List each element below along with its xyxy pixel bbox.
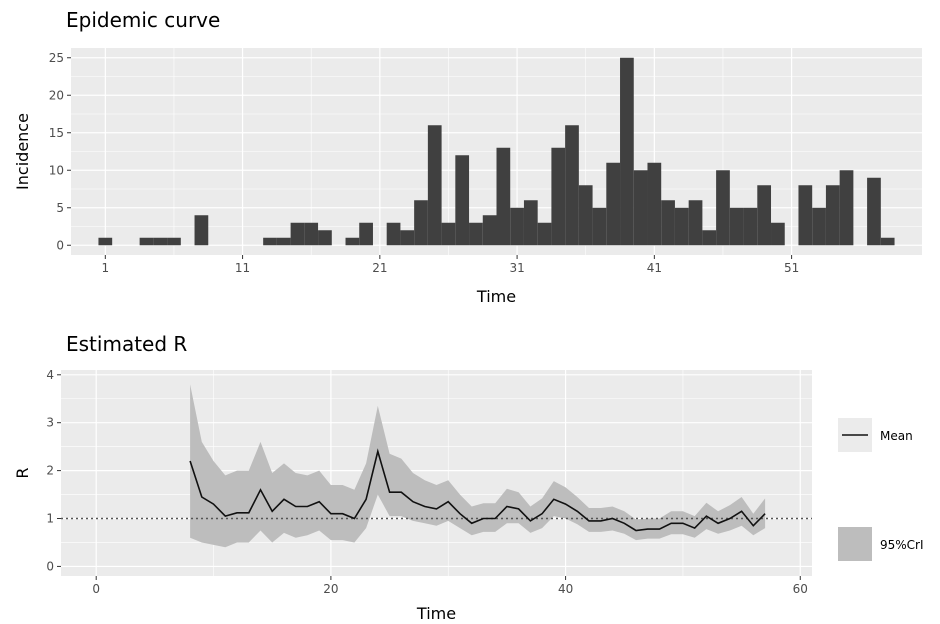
incidence-bar: [359, 222, 373, 246]
incidence-bar: [441, 222, 456, 246]
incidence-bar: [496, 147, 511, 246]
legend-key-crI: [838, 527, 872, 561]
epicurve-x-axis: 1 11 21 31 41 51: [101, 255, 799, 275]
y-tick-label: 0: [46, 559, 54, 573]
incidence-bar: [551, 147, 566, 246]
y-tick-label: 2: [46, 464, 54, 478]
estimated-r-panel: Estimated R 0 1 2 3 4 0 20 40 60 Time R: [13, 332, 812, 623]
x-tick-label: 60: [793, 582, 808, 596]
incidence-bar: [304, 222, 319, 246]
incidence-bar: [743, 207, 758, 246]
incidence-bar: [633, 170, 648, 246]
incidence-bar: [455, 155, 470, 246]
x-tick-label: 0: [92, 582, 100, 596]
y-tick-label: 4: [46, 368, 54, 382]
incidence-bar: [194, 215, 209, 246]
incidence-bar: [688, 200, 703, 246]
incidence-bar: [537, 222, 552, 246]
incidence-bar: [620, 57, 634, 246]
incidence-bar: [771, 222, 785, 246]
legend: Mean 95%CrI: [838, 418, 924, 561]
epicurve-x-axis-title: Time: [476, 287, 516, 306]
y-tick-label: 0: [56, 238, 64, 252]
incidence-bar: [263, 237, 277, 246]
incidence-bar: [345, 237, 360, 246]
incidence-bar: [578, 185, 593, 246]
estimated-r-y-axis: 0 1 2 3 4: [46, 368, 61, 573]
incidence-bar: [867, 177, 881, 246]
epicurve-bars: [98, 57, 895, 246]
estimated-r-title: Estimated R: [66, 332, 187, 356]
incidence-bar: [757, 185, 772, 246]
incidence-bar: [290, 222, 305, 246]
mean-r-line: [189, 448, 766, 532]
incidence-bar: [880, 237, 895, 246]
incidence-bar: [139, 237, 154, 246]
x-tick-label: 51: [784, 261, 799, 275]
incidence-bar: [647, 162, 662, 246]
incidence-bar: [482, 215, 497, 246]
estimated-r-plot-background: [61, 370, 812, 576]
epicurve-y-axis: 0 5 10 15 20 25: [49, 51, 71, 252]
incidence-bar: [427, 125, 442, 246]
incidence-bar: [469, 222, 483, 246]
x-tick-label: 31: [509, 261, 524, 275]
incidence-bar: [276, 237, 291, 246]
incidence-bar: [318, 230, 332, 246]
incidence-bar: [729, 207, 744, 246]
estimated-r-y-axis-title: R: [13, 467, 32, 478]
y-tick-label: 20: [49, 88, 64, 102]
incidence-bar: [798, 185, 813, 246]
epicurve-title: Epidemic curve: [66, 8, 220, 32]
y-tick-label: 15: [49, 126, 64, 140]
x-tick-label: 40: [558, 582, 573, 596]
x-tick-label: 41: [647, 261, 662, 275]
x-tick-label: 1: [101, 261, 109, 275]
incidence-bar: [592, 207, 607, 246]
legend-label-crI: 95%CrI: [880, 538, 924, 552]
x-tick-label: 11: [235, 261, 250, 275]
estimated-r-x-axis-title: Time: [416, 604, 456, 623]
y-tick-label: 5: [56, 201, 64, 215]
incidence-bar: [606, 162, 621, 246]
epicurve-y-axis-title: Incidence: [13, 113, 32, 190]
y-tick-label: 25: [49, 51, 64, 65]
incidence-bar: [414, 200, 428, 246]
y-tick-label: 3: [46, 416, 54, 430]
y-tick-label: 1: [46, 512, 54, 526]
incidence-bar: [716, 170, 730, 246]
incidence-bar: [825, 185, 840, 246]
incidence-bar: [386, 222, 401, 246]
x-tick-label: 21: [372, 261, 387, 275]
incidence-bar: [812, 207, 826, 246]
incidence-bar: [839, 170, 854, 246]
incidence-bar: [153, 237, 168, 246]
credible-interval-ribbon: [190, 384, 766, 548]
legend-label-mean: Mean: [880, 429, 913, 443]
incidence-bar: [674, 207, 689, 246]
incidence-bar: [661, 200, 675, 246]
incidence-bar: [523, 200, 538, 246]
incidence-bar: [98, 237, 113, 246]
y-tick-label: 10: [49, 163, 64, 177]
incidence-bar: [400, 230, 415, 246]
estimated-r-x-axis: 0 20 40 60: [92, 576, 808, 596]
incidence-bar: [702, 230, 717, 246]
incidence-bar: [167, 237, 181, 246]
incidence-bar: [565, 125, 579, 246]
x-tick-label: 20: [323, 582, 338, 596]
incidence-bar: [510, 207, 524, 246]
